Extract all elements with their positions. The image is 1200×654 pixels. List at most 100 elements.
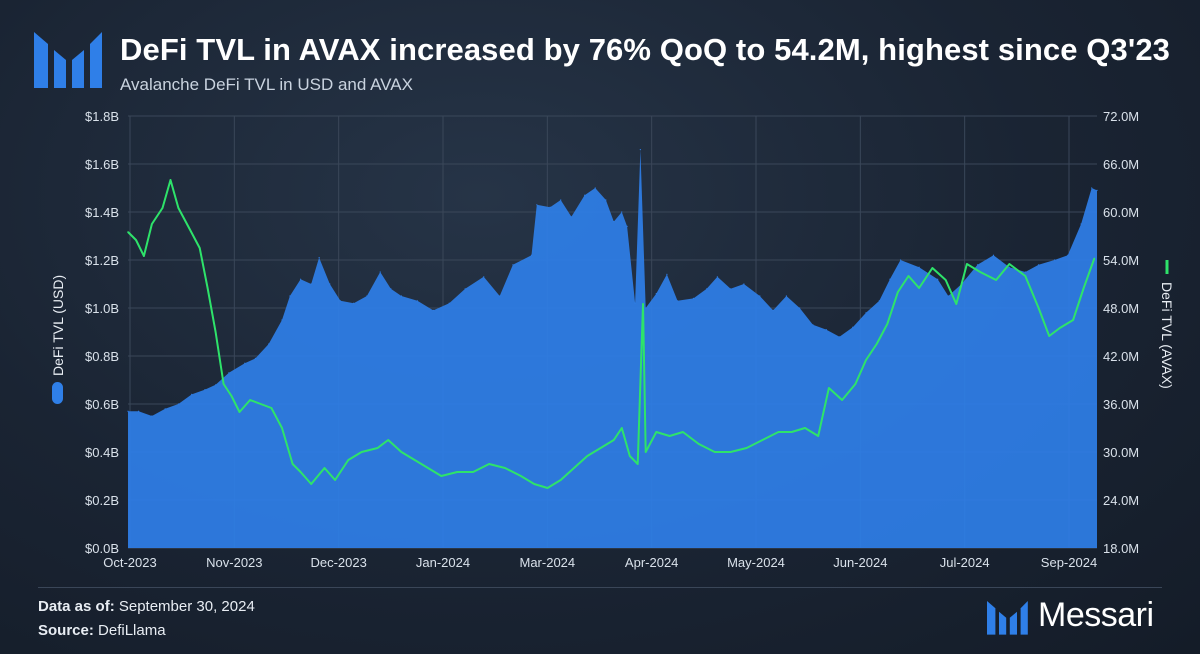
- brand-name: Messari: [1038, 596, 1154, 634]
- avax-point: [655, 431, 658, 433]
- logo-bar: [54, 50, 66, 88]
- usd-point: [1024, 271, 1026, 273]
- logo-bar: [1009, 611, 1017, 635]
- usd-point: [244, 362, 246, 364]
- x-tick-label: Sep-2024: [1041, 555, 1097, 570]
- left-tick-label: $1.2B: [85, 253, 119, 268]
- avax-point: [636, 463, 639, 465]
- messari-brand-logo: [987, 601, 1028, 635]
- messari-logo: [34, 32, 102, 88]
- usd-point: [254, 357, 257, 359]
- avax-point: [777, 431, 780, 433]
- avax-point: [135, 239, 137, 241]
- usd-area: [128, 149, 1097, 548]
- usd-point: [353, 302, 355, 304]
- usd-point: [634, 302, 636, 304]
- usd-point: [483, 276, 485, 278]
- usd-point: [318, 257, 320, 259]
- usd-point: [464, 288, 466, 290]
- avax-point: [875, 343, 878, 345]
- logo-bar: [34, 32, 48, 88]
- right-tick-label: 72.0M: [1103, 109, 1139, 124]
- avax-point: [713, 451, 716, 453]
- usd-point: [1096, 189, 1098, 191]
- avax-point: [979, 271, 981, 273]
- avax-point: [918, 287, 920, 289]
- right-tick-label: 48.0M: [1103, 301, 1139, 316]
- avax-point: [299, 471, 302, 473]
- avax-point: [907, 275, 910, 277]
- avax-point: [599, 447, 602, 449]
- chart-title: DeFi TVL in AVAX increased by 76% QoQ to…: [120, 32, 1171, 67]
- usd-point: [639, 149, 641, 151]
- avax-point: [238, 411, 241, 413]
- data-as-of-value: September 30, 2024: [118, 598, 255, 615]
- usd-point: [825, 329, 827, 331]
- usd-point: [947, 295, 949, 297]
- avax-point: [222, 383, 225, 385]
- avax-point: [804, 427, 806, 429]
- avax-point: [488, 463, 490, 465]
- avax-point: [1037, 307, 1040, 309]
- avax-point: [214, 331, 217, 333]
- usd-point: [594, 187, 596, 189]
- usd-point: [1080, 223, 1082, 225]
- usd-point: [432, 309, 434, 311]
- usd-point: [1091, 187, 1093, 189]
- right-tick-label: 66.0M: [1103, 157, 1139, 172]
- avax-point: [198, 247, 201, 249]
- usd-point: [1037, 264, 1040, 266]
- usd-point: [164, 408, 166, 410]
- x-tick-label: May-2024: [727, 555, 785, 570]
- usd-point: [865, 312, 867, 314]
- usd-point: [390, 288, 392, 290]
- avax-point: [520, 475, 522, 477]
- usd-point: [400, 295, 403, 297]
- usd-point: [215, 384, 217, 386]
- avax-point: [620, 427, 623, 429]
- usd-point: [676, 300, 679, 302]
- usd-point: [204, 389, 206, 391]
- usd-point: [289, 295, 291, 297]
- avax-point: [400, 451, 403, 453]
- left-tick-label: $1.4B: [85, 205, 119, 220]
- right-tick-label: 60.0M: [1103, 205, 1139, 220]
- chart-canvas: $0.0B $0.2B $0.4B $0.6B $0.8B $1.0B $1.2B $1.4B…: [50, 109, 1175, 570]
- avax-point: [886, 323, 889, 325]
- usd-point: [310, 283, 312, 285]
- avax-point: [347, 459, 350, 461]
- avax-point: [334, 479, 336, 481]
- usd-point: [899, 259, 902, 261]
- x-tick-label: Nov-2023: [206, 555, 262, 570]
- usd-point: [379, 271, 381, 273]
- usd-point: [605, 199, 607, 201]
- axis-labels: DeFi TVL (USD) DeFi TVL (AVAX): [50, 260, 1175, 404]
- avax-point: [1072, 319, 1074, 321]
- usd-point: [228, 372, 230, 374]
- usd-point: [138, 410, 140, 412]
- usd-point: [613, 221, 615, 223]
- avax-point: [1059, 327, 1061, 329]
- left-tick-label: $1.6B: [85, 157, 119, 172]
- avax-point: [188, 227, 190, 229]
- usd-point: [1067, 254, 1069, 256]
- usd-point: [536, 204, 538, 206]
- usd-point: [560, 199, 562, 201]
- avax-point: [559, 479, 562, 481]
- messari-logo-mark: [34, 32, 102, 88]
- avax-point: [966, 263, 968, 265]
- left-tick-label: $1.8B: [85, 109, 119, 124]
- usd-point: [512, 264, 514, 266]
- avax-point: [177, 207, 180, 209]
- x-tick-label: Jan-2024: [416, 555, 470, 570]
- usd-point: [329, 283, 331, 285]
- avax-point: [376, 447, 379, 449]
- avax-point: [817, 435, 820, 437]
- usd-point: [759, 295, 761, 297]
- usd-point: [127, 410, 129, 412]
- usd-point: [191, 393, 193, 395]
- avax-point: [944, 279, 947, 281]
- x-tick-label: Jul-2024: [940, 555, 990, 570]
- usd-point: [666, 273, 668, 275]
- usd-point: [716, 276, 718, 278]
